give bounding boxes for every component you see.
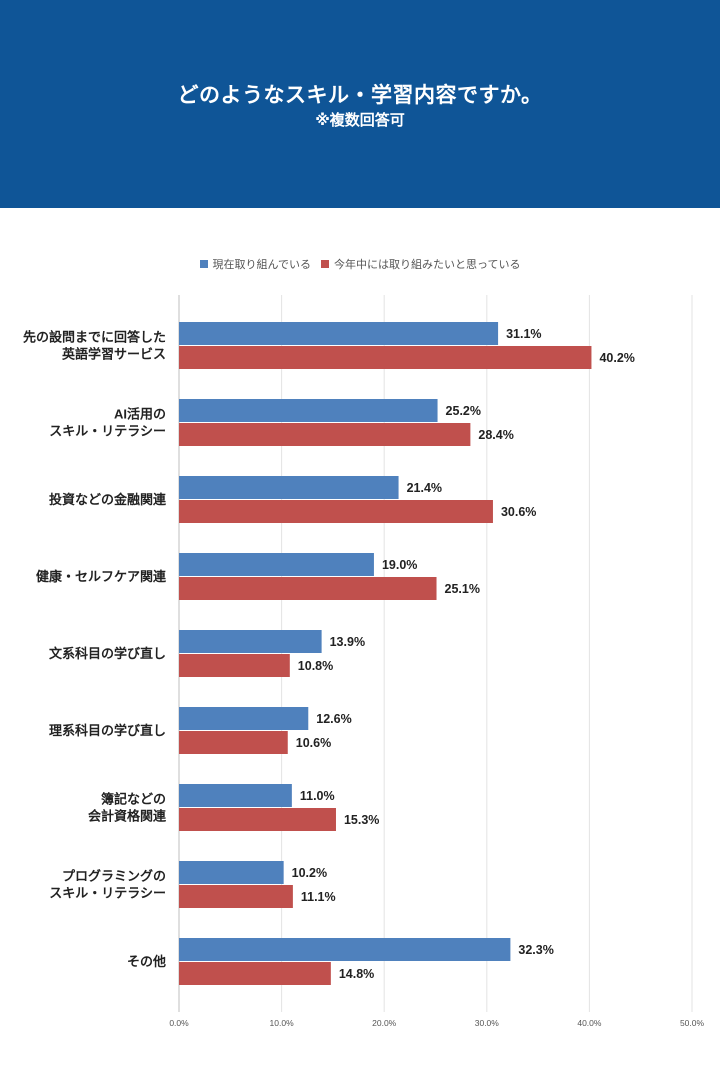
category-label: 会計資格関連 [88,809,167,824]
bar-2 [179,500,493,523]
bar-1 [179,399,438,422]
x-tick-label: 40.0% [577,1018,602,1028]
data-label: 14.8% [339,967,374,981]
category-label: 先の設問までに回答した [23,330,166,345]
category-label: 投資などの金融関連 [49,492,167,507]
bar-1 [179,553,374,576]
legend-item-series-1: 現在取り組んでいる [199,256,311,272]
data-label: 13.9% [330,635,365,649]
x-tick-label: 30.0% [475,1018,500,1028]
bar-1 [179,322,499,345]
x-tick-label: 0.0% [169,1018,189,1028]
category-label: 文系科目の学び直し [49,646,166,661]
category-label: 簿記などの [101,792,166,807]
x-tick-label: 50.0% [680,1018,705,1028]
data-label: 10.6% [296,736,331,750]
bar-2 [179,885,293,908]
chart-legend: 現在取り組んでいる 今年中には取り組みたいと思っている [0,256,720,272]
data-label: 10.2% [292,866,327,880]
legend-swatch-series-2 [321,260,329,268]
header-banner: どのようなスキル・学習内容ですか。 ※複数回答可 [0,0,720,208]
bar-2 [179,962,331,985]
data-label: 15.3% [344,813,379,827]
category-label: スキル・リテラシー [49,886,166,901]
bar-2 [179,346,592,369]
x-tick-label: 10.0% [270,1018,295,1028]
data-label: 28.4% [478,428,513,442]
category-label: プログラミングの [62,869,166,884]
bar-1 [179,784,292,807]
legend-item-series-2: 今年中には取り組みたいと思っている [321,256,520,272]
bar-1 [179,476,399,499]
x-tick-label: 20.0% [372,1018,397,1028]
data-label: 25.2% [446,404,481,418]
bar-2 [179,654,290,677]
data-label: 19.0% [382,558,417,572]
legend-label-series-1: 現在取り組んでいる [212,259,311,271]
page-title: どのようなスキル・学習内容ですか。 [177,84,543,107]
legend-label-series-2: 今年中には取り組みたいと思っている [334,259,521,271]
bar-1 [179,707,309,730]
category-label: 健康・セルフケア関連 [36,569,167,584]
bar-2 [179,423,471,446]
data-label: 32.3% [518,943,553,957]
category-label: AI活用の [114,407,166,422]
bar-2 [179,577,437,600]
data-label: 21.4% [407,481,442,495]
category-label: スキル・リテラシー [49,424,166,439]
data-label: 31.1% [506,327,541,341]
data-label: 10.8% [298,659,333,673]
data-label: 11.0% [300,789,335,803]
data-label: 40.2% [599,351,634,365]
bar-2 [179,731,288,754]
data-label: 25.1% [445,582,480,596]
bar-1 [179,630,322,653]
data-label: 11.1% [301,890,336,904]
data-label: 12.6% [316,712,351,726]
page-subtitle: ※複数回答可 [315,112,405,129]
bar-1 [179,938,511,961]
bar-1 [179,861,284,884]
category-label: 英語学習サービス [61,347,166,362]
category-label: その他 [127,954,166,969]
bar-2 [179,808,336,831]
data-label: 30.6% [501,505,536,519]
category-label: 理系科目の学び直し [49,723,166,738]
legend-swatch-series-1 [199,260,208,268]
